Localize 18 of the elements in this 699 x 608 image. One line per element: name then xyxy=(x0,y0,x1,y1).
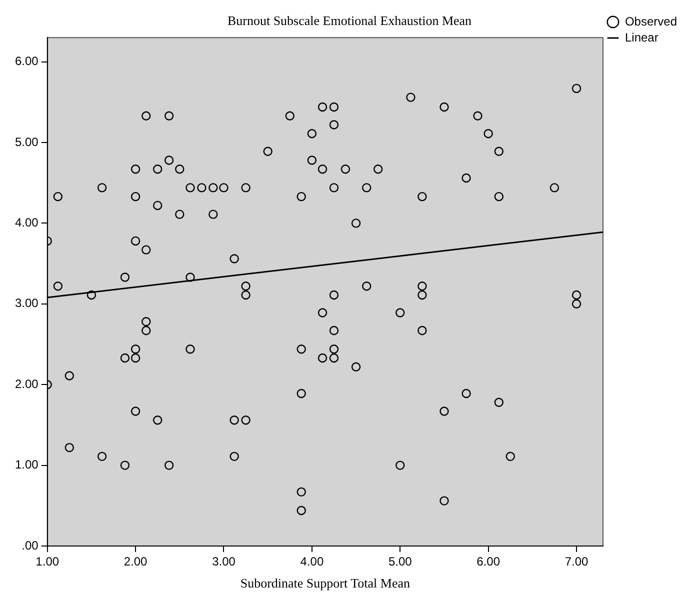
x-tick-label: 1.00 xyxy=(36,554,60,569)
x-axis-title: Subordinate Support Total Mean xyxy=(240,576,410,591)
y-tick-label: 6.00 xyxy=(14,54,39,68)
y-tick-label: 5.00 xyxy=(14,134,39,149)
x-tick-label: 3.00 xyxy=(212,554,236,569)
x-tick-label: 2.00 xyxy=(124,554,148,569)
y-tick-label: 4.00 xyxy=(14,216,39,230)
y-tick-label: .00 xyxy=(22,538,39,552)
chart-title: Burnout Subscale Emotional Exhaustion Mean xyxy=(227,13,472,28)
y-tick-label: 1.00 xyxy=(14,458,39,472)
x-tick-label: 5.00 xyxy=(388,554,412,569)
x-tick-label: 6.00 xyxy=(476,554,500,569)
x-tick-label: 7.00 xyxy=(564,554,589,569)
y-tick-label: 2.00 xyxy=(14,376,39,391)
y-tick-label: 3.00 xyxy=(14,296,39,310)
legend-label: Linear xyxy=(624,30,658,44)
x-tick-label: 4.00 xyxy=(300,554,324,569)
legend-label: Observed xyxy=(624,14,678,28)
